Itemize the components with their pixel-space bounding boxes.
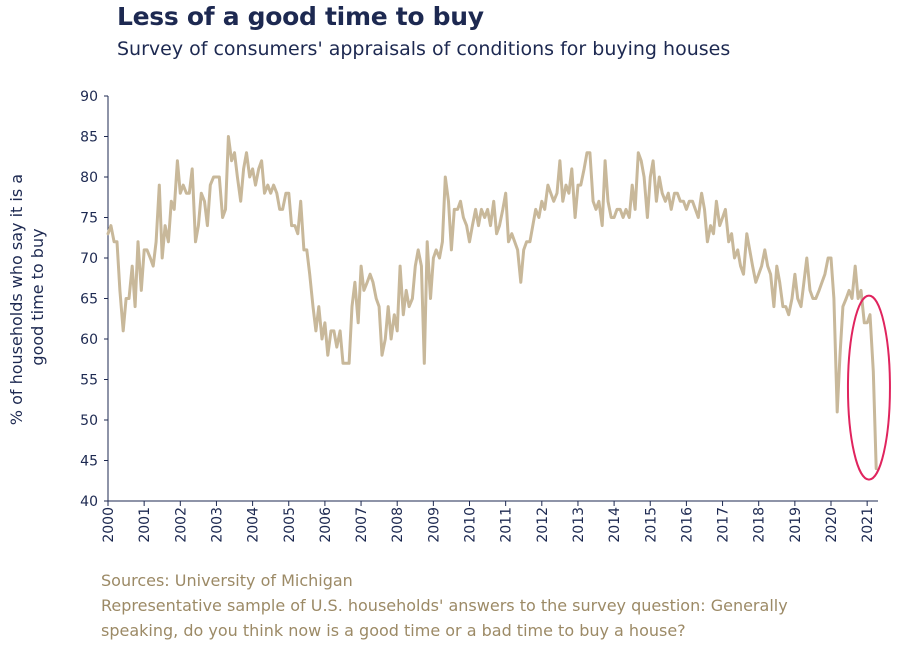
chart-title: Less of a good time to buy [117,2,484,31]
y-tick-label: 50 [80,413,98,429]
x-tick-label: 2001 [137,507,153,543]
y-tick-label: 70 [80,251,98,267]
y-tick-label: 75 [80,211,98,227]
x-tick-label: 2015 [643,507,659,543]
x-tick-label: 2002 [173,507,189,543]
y-axis-label: % of households who say it is a good tim… [7,169,47,425]
series-line [106,135,878,471]
y-axis-label-line-2: good time to buy [28,228,47,365]
y-tick-label: 85 [80,130,98,146]
y-axis: 90 85 80 75 70 65 60 55 50 45 40 [80,89,109,510]
x-tick-label: 2005 [282,507,298,543]
y-tick-label: 55 [80,373,98,389]
y-tick-label: 45 [80,454,98,470]
x-tick-label: 2006 [318,507,334,543]
x-tick-label: 2003 [209,507,225,543]
y-tick-label: 80 [80,170,98,186]
x-tick-label: 2007 [354,507,370,543]
survey-note-line-2: speaking, do you think now is a good tim… [101,621,686,640]
survey-note-line-1: Representative sample of U.S. households… [101,596,788,615]
x-tick-label: 2013 [571,507,587,543]
x-tick-label: 2019 [788,507,804,543]
x-axis: 2000 2001 2002 2003 2004 2005 2006 2007 2008 2009… [101,500,878,543]
x-tick-label: 2020 [824,507,840,543]
y-tick-label: 60 [80,332,98,348]
x-tick-label: 2018 [752,507,768,543]
x-tick-label: 2009 [426,507,442,543]
x-tick-label: 2017 [716,507,732,543]
x-tick-label: 2021 [860,507,876,543]
source-note: Sources: University of Michigan [101,571,353,590]
chart-subtitle: Survey of consumers' appraisals of condi… [117,38,731,60]
x-tick-label: 2010 [463,507,479,543]
y-tick-label: 90 [80,89,98,105]
x-tick-label: 2000 [101,507,117,543]
y-axis-label-line-1: % of households who say it is a [7,174,26,425]
x-tick-label: 2016 [679,507,695,543]
chart-footer: Sources: University of Michigan Represen… [101,568,788,643]
x-tick-label: 2014 [607,507,623,543]
x-tick-label: 2008 [390,507,406,543]
y-tick-label: 65 [80,292,98,308]
x-tick-label: 2012 [535,507,551,543]
x-tick-label: 2011 [499,507,515,543]
y-tick-label: 40 [80,494,98,510]
highlight-ellipse [846,294,891,481]
x-tick-label: 2004 [246,507,262,543]
